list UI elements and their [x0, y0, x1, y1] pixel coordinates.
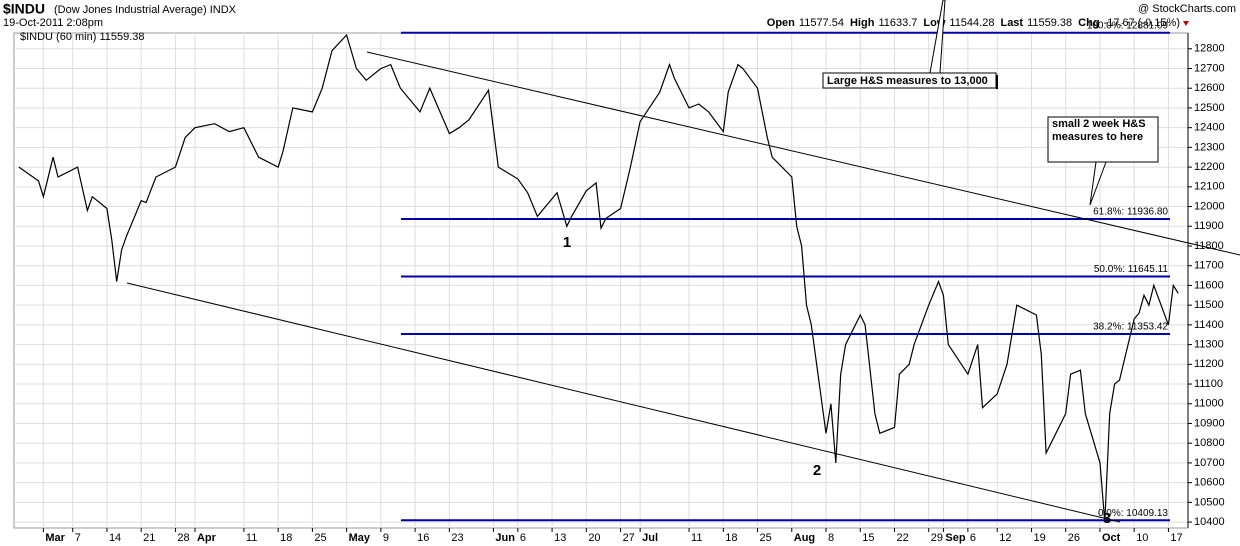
- x-tick-label: 21: [143, 532, 155, 544]
- x-tick-label: 13: [554, 532, 566, 544]
- x-tick-label: 14: [109, 532, 121, 544]
- y-tick-label: 12300: [1194, 141, 1225, 153]
- quote-label: Open: [767, 17, 795, 29]
- chart-title: $INDU: [3, 1, 45, 17]
- y-tick-label: 12600: [1194, 82, 1225, 94]
- x-tick-label: Apr: [197, 532, 217, 544]
- y-tick-label: 12700: [1194, 62, 1225, 74]
- price-plot: [18, 33, 1179, 523]
- x-tick-label: 18: [725, 532, 737, 544]
- y-tick-label: 11400: [1194, 319, 1224, 331]
- quote-strip: Open 11577.54 High 11633.7 Low 11544.28 Last 11…: [767, 17, 1189, 29]
- fib-label: 0.0%: 10409.13: [1098, 508, 1168, 519]
- x-tick-label: 11: [246, 532, 257, 544]
- x-tick-label: 15: [862, 532, 874, 544]
- x-tick-label: 28: [177, 532, 189, 544]
- x-tick-label: 17: [1170, 532, 1182, 544]
- y-tick-label: 11900: [1194, 220, 1224, 232]
- fib-levels: 100.0%: 12881.09 61.8%: 11936.80 50.0%: 11…: [401, 20, 1170, 522]
- y-tick-label: 11100: [1194, 378, 1223, 390]
- quote-value: 11577.54: [799, 17, 844, 29]
- callout-text: Large H&S measures to 13,000: [827, 75, 988, 87]
- y-tick-label: 11700: [1194, 260, 1224, 272]
- y-tick-label: 10600: [1194, 477, 1225, 489]
- y-tick-label: 11300: [1194, 338, 1224, 350]
- quote-value: 11559.38: [1027, 17, 1072, 29]
- x-tick-label: 29: [931, 532, 943, 544]
- x-tick-label: May: [349, 532, 371, 544]
- lower-trendline: [126, 282, 1121, 523]
- y-tick-label: 12500: [1194, 102, 1225, 114]
- y-tick-label: 10400: [1194, 516, 1225, 528]
- source: @ StockCharts.com: [1138, 3, 1236, 15]
- y-tick-label: 10500: [1194, 496, 1225, 508]
- x-tick-label: 11: [691, 532, 702, 544]
- quote-label: Last: [1000, 17, 1023, 29]
- quote-label: High: [850, 17, 875, 29]
- y-tick-label: 10900: [1194, 417, 1225, 429]
- upper-trendline: [366, 51, 1240, 256]
- x-tick-label: Oct: [1102, 532, 1121, 544]
- y-tick-label: 10700: [1194, 457, 1225, 469]
- y-tick-label: 12100: [1194, 181, 1225, 193]
- y-tick-label: 11600: [1194, 279, 1224, 291]
- x-tick-label: 23: [451, 532, 463, 544]
- x-tick-label: 20: [588, 532, 600, 544]
- y-tick-label: 12800: [1194, 43, 1225, 55]
- y-tick-label: 12400: [1194, 122, 1225, 134]
- chart-subtitle: (Dow Jones Industrial Average) INDX: [54, 4, 237, 16]
- x-tick-label: 18: [280, 532, 292, 544]
- quote-value: -17.67 (-0.15%): [1104, 17, 1180, 29]
- annotation: 1: [563, 234, 571, 251]
- x-tick-label: 10: [1136, 532, 1148, 544]
- quote-value: 11544.28: [949, 17, 994, 29]
- callout-text-wrap: small 2 week H&S measures to here: [1052, 118, 1146, 143]
- x-tick-label: 25: [314, 532, 326, 544]
- legend-name: $INDU (60 min): [20, 31, 96, 43]
- y-tick-label: 11500: [1194, 299, 1224, 311]
- x-tick-label: 16: [417, 532, 429, 544]
- x-tick-label: 8: [828, 532, 834, 544]
- annotation: 3: [1103, 510, 1111, 527]
- quote-text: Open 11577.54 High 11633.7 Low 11544.28 Last 11…: [767, 17, 1180, 29]
- x-tick-label: 27: [623, 532, 635, 544]
- x-tick-label: Jul: [642, 532, 658, 544]
- y-tick-label: 11200: [1194, 358, 1224, 370]
- quote-value: 11633.7: [878, 17, 917, 29]
- fib-label: 61.8%: 11936.80: [1093, 207, 1168, 218]
- x-tick-label: 9: [383, 532, 389, 544]
- quote-label: Chg: [1078, 17, 1099, 29]
- annotation: 2: [813, 462, 821, 479]
- x-tick-label: 25: [760, 532, 772, 544]
- legend: $INDU (60 min) 11559.38: [20, 31, 145, 43]
- x-tick-label: 6: [970, 532, 976, 544]
- x-tick-label: 7: [75, 532, 81, 544]
- x-tick-label: Mar: [45, 532, 65, 544]
- callout-box: [1047, 116, 1159, 163]
- y-tick-label: 12000: [1194, 200, 1225, 212]
- fib-label: 38.2%: 11353.42: [1093, 322, 1168, 333]
- x-tick-label: Sep: [945, 532, 965, 544]
- fib-label: 50.0%: 11645.11: [1094, 264, 1169, 275]
- x-tick-label: 22: [897, 532, 909, 544]
- x-tick-label: Jun: [495, 532, 515, 544]
- legend-value: 11559.38: [99, 31, 144, 43]
- x-tick-label: 6: [520, 532, 526, 544]
- y-tick-label: 11800: [1194, 240, 1224, 252]
- y-tick-label: 10800: [1194, 437, 1225, 449]
- down-arrow: [1183, 21, 1189, 26]
- y-tick-label: 12200: [1194, 161, 1225, 173]
- chart-date: 19-Oct-2011 2:08pm: [3, 17, 103, 29]
- fib-label: 100.0%: 12881.09: [1087, 20, 1169, 31]
- x-tick-label: 19: [1033, 532, 1045, 544]
- price-line: [18, 33, 1179, 523]
- callout-text: small 2 week H&S measures to here: [1052, 118, 1146, 143]
- x-tick-label: 12: [999, 532, 1011, 544]
- x-tick-label: Aug: [794, 532, 815, 544]
- y-tick-label: 11000: [1194, 398, 1224, 410]
- x-tick-label: 26: [1068, 532, 1080, 544]
